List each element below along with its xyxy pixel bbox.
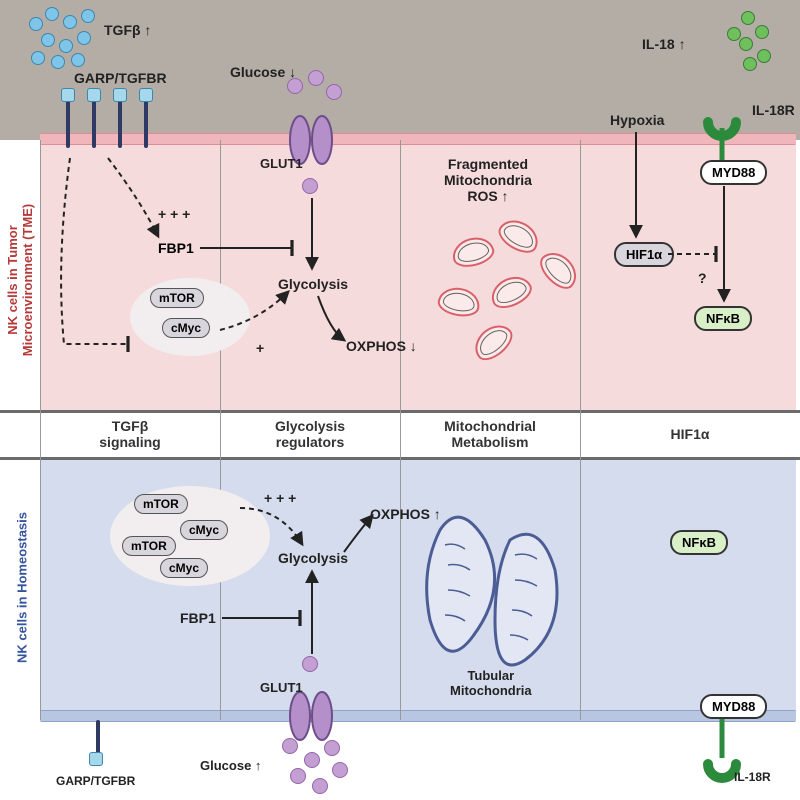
- molecule-dot: [727, 27, 741, 41]
- mtor-tme: mTOR: [150, 288, 204, 308]
- molecule-dot: [308, 70, 324, 86]
- molecule-dot: [326, 84, 342, 100]
- il18r-label: IL-18R: [752, 102, 795, 118]
- glucose-down-label: Glucose ↓: [230, 64, 296, 80]
- molecule-dot: [77, 31, 91, 45]
- molecule-dot: [29, 17, 43, 31]
- tme-side-label: NK cells in Tumor Microenvironment (TME): [5, 200, 35, 360]
- mtor-h1: mTOR: [134, 494, 188, 514]
- cmyc-h2: cMyc: [160, 558, 208, 578]
- oxphos-down: OXPHOS ↓: [346, 338, 417, 354]
- hif1a-pill: HIF1α: [614, 242, 674, 267]
- molecule-dot: [312, 778, 328, 794]
- molecule-dot: [59, 39, 73, 53]
- mtor-h2: mTOR: [122, 536, 176, 556]
- molecule-dot: [302, 656, 318, 672]
- tubular-label: Tubular Mitochondria: [450, 668, 532, 698]
- garp-label: GARP/TGFBR: [74, 70, 167, 86]
- molecule-dot: [302, 178, 318, 194]
- molecule-dot: [31, 51, 45, 65]
- molecule-dot: [51, 55, 65, 69]
- membrane-bottom: [40, 710, 796, 722]
- col-label-4: HIF1α: [620, 426, 760, 442]
- molecule-dot: [743, 57, 757, 71]
- molecule-dot: [63, 15, 77, 29]
- molecule-dot: [290, 768, 306, 784]
- cmyc-h1: cMyc: [180, 520, 228, 540]
- nfkb-h: NFκB: [670, 530, 728, 555]
- glut1-bottom-label: GLUT1: [260, 680, 303, 695]
- glucose-up-label: Glucose ↑: [200, 758, 261, 773]
- molecule-dot: [45, 7, 59, 21]
- vline-0: [40, 140, 41, 720]
- frag-mito-label: Fragmented Mitochondria ROS ↑: [444, 156, 532, 204]
- tgfb-label: TGFβ ↑: [104, 22, 151, 38]
- plus1-tme: +: [256, 340, 264, 356]
- cmyc-tme: cMyc: [162, 318, 210, 338]
- hypoxia-label: Hypoxia: [610, 112, 664, 128]
- plus3-tme: + + +: [158, 206, 190, 222]
- il18r-bottom-label: IL-18R: [734, 770, 771, 784]
- il18-up-label: IL-18 ↑: [642, 36, 686, 52]
- molecule-dot: [755, 25, 769, 39]
- glycolysis-h: Glycolysis: [278, 550, 348, 566]
- molecule-dot: [71, 53, 85, 67]
- membrane-top: [40, 133, 796, 145]
- plus3-h: + + +: [264, 490, 296, 506]
- nfkb-tme: NFκB: [694, 306, 752, 331]
- molecule-dot: [741, 11, 755, 25]
- vline-2: [400, 140, 401, 720]
- vline-1: [220, 140, 221, 720]
- molecule-dot: [287, 78, 303, 94]
- molecule-dot: [332, 762, 348, 778]
- molecule-dot: [81, 9, 95, 23]
- col-label-2: Glycolysis regulators: [240, 418, 380, 450]
- molecule-dot: [739, 37, 753, 51]
- oxphos-up: OXPHOS ↑: [370, 506, 441, 522]
- col-label-3: Mitochondrial Metabolism: [410, 418, 570, 450]
- molecule-dot: [757, 49, 771, 63]
- myd88-top: MYD88: [700, 160, 767, 185]
- homeo-side-label: NK cells in Homeostasis: [15, 498, 30, 678]
- tme-zone: [40, 140, 796, 410]
- diagram-canvas: NK cells in Tumor Microenvironment (TME)…: [0, 0, 800, 800]
- garp-bottom-label: GARP/TGFBR: [56, 774, 135, 788]
- molecule-dot: [41, 33, 55, 47]
- myd88-bottom: MYD88: [700, 694, 767, 719]
- fbp1-h: FBP1: [180, 610, 216, 626]
- molecule-dot: [304, 752, 320, 768]
- vline-3: [580, 140, 581, 720]
- col-label-1: TGFβ signaling: [60, 418, 200, 450]
- fbp1-tme: FBP1: [158, 240, 194, 256]
- glut1-top-label: GLUT1: [260, 156, 303, 171]
- glycolysis-tme: Glycolysis: [278, 276, 348, 292]
- receptor-bottom-head: [89, 752, 103, 766]
- molecule-dot: [324, 740, 340, 756]
- question-label: ?: [698, 270, 707, 286]
- molecule-dot: [282, 738, 298, 754]
